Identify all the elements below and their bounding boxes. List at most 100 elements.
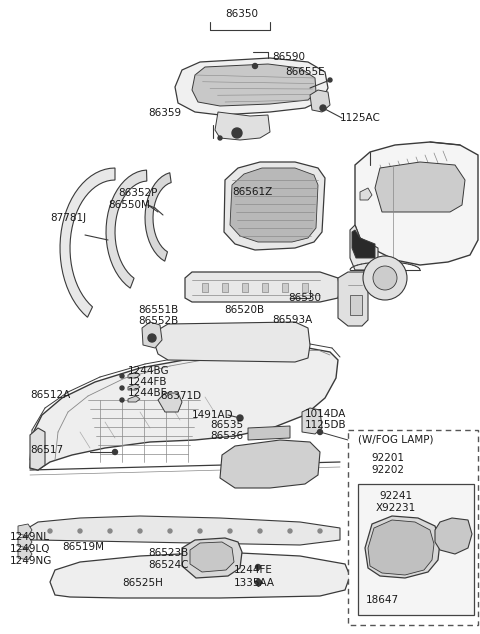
Polygon shape xyxy=(18,536,32,548)
Text: 1125DB: 1125DB xyxy=(305,420,347,430)
Text: 1014DA: 1014DA xyxy=(305,409,347,419)
Text: 1244FB: 1244FB xyxy=(128,377,168,387)
Polygon shape xyxy=(302,408,322,434)
Text: 1335AA: 1335AA xyxy=(234,578,275,588)
Polygon shape xyxy=(215,112,270,140)
Circle shape xyxy=(318,529,322,533)
Circle shape xyxy=(112,450,118,455)
Circle shape xyxy=(448,531,456,539)
Circle shape xyxy=(328,78,332,82)
Text: 86520B: 86520B xyxy=(224,305,264,315)
Text: 1244FE: 1244FE xyxy=(234,565,273,575)
Text: 86590: 86590 xyxy=(272,52,305,62)
Text: 86551B: 86551B xyxy=(138,305,178,315)
Text: 86519M: 86519M xyxy=(62,542,104,552)
Circle shape xyxy=(168,529,172,533)
Polygon shape xyxy=(368,520,434,575)
Circle shape xyxy=(412,575,418,581)
FancyBboxPatch shape xyxy=(348,430,478,625)
Text: 86561Z: 86561Z xyxy=(232,187,272,197)
Circle shape xyxy=(120,374,124,378)
Text: 1125AC: 1125AC xyxy=(340,113,381,123)
Circle shape xyxy=(258,529,262,533)
Text: 86550M: 86550M xyxy=(108,200,150,210)
Polygon shape xyxy=(350,225,378,270)
Polygon shape xyxy=(185,272,340,302)
Text: (W/FOG LAMP): (W/FOG LAMP) xyxy=(358,435,433,445)
Polygon shape xyxy=(360,188,372,200)
Polygon shape xyxy=(60,168,115,317)
Polygon shape xyxy=(18,524,32,536)
Circle shape xyxy=(218,136,222,140)
Polygon shape xyxy=(365,516,440,578)
Text: 1244BF: 1244BF xyxy=(128,388,168,398)
Polygon shape xyxy=(128,372,140,378)
Polygon shape xyxy=(106,170,147,288)
Polygon shape xyxy=(435,518,472,554)
Circle shape xyxy=(237,415,243,421)
Bar xyxy=(222,283,228,292)
Polygon shape xyxy=(352,230,375,258)
Text: 1249NG: 1249NG xyxy=(10,556,52,566)
Polygon shape xyxy=(338,272,368,326)
Circle shape xyxy=(120,386,124,390)
Circle shape xyxy=(317,429,323,434)
Circle shape xyxy=(48,529,52,533)
Polygon shape xyxy=(155,322,310,362)
Bar xyxy=(242,283,248,292)
Text: 86517: 86517 xyxy=(30,445,63,455)
Polygon shape xyxy=(375,162,465,212)
Polygon shape xyxy=(18,548,32,560)
Polygon shape xyxy=(310,90,330,112)
Polygon shape xyxy=(50,552,350,598)
Polygon shape xyxy=(30,348,338,470)
Text: 86524C: 86524C xyxy=(148,560,189,570)
Polygon shape xyxy=(158,393,182,412)
Polygon shape xyxy=(145,172,171,261)
Polygon shape xyxy=(224,162,325,250)
Circle shape xyxy=(148,334,156,342)
Polygon shape xyxy=(220,440,320,488)
Text: 18647: 18647 xyxy=(365,595,398,605)
Polygon shape xyxy=(350,295,362,315)
Text: 86371D: 86371D xyxy=(160,391,201,401)
Polygon shape xyxy=(28,516,340,545)
Polygon shape xyxy=(30,428,45,470)
Circle shape xyxy=(363,256,407,300)
Polygon shape xyxy=(142,322,162,348)
Text: 86350: 86350 xyxy=(226,9,259,19)
Text: 86552B: 86552B xyxy=(138,316,178,326)
Bar xyxy=(202,283,208,292)
Bar xyxy=(282,283,288,292)
Polygon shape xyxy=(355,142,478,265)
Text: 86655E: 86655E xyxy=(285,67,324,77)
Bar xyxy=(302,283,308,292)
Text: 86535: 86535 xyxy=(210,420,243,430)
Circle shape xyxy=(78,529,82,533)
Circle shape xyxy=(198,529,202,533)
Text: 86359: 86359 xyxy=(148,108,181,118)
Polygon shape xyxy=(182,538,242,578)
Circle shape xyxy=(255,564,261,569)
Polygon shape xyxy=(175,58,328,115)
Text: 86593A: 86593A xyxy=(272,315,312,325)
Text: 86512A: 86512A xyxy=(30,390,70,400)
Text: 86530: 86530 xyxy=(288,293,321,303)
Text: 86523B: 86523B xyxy=(148,548,188,558)
Text: 86525H: 86525H xyxy=(122,578,163,588)
Text: 1491AD: 1491AD xyxy=(192,410,234,420)
Text: 86352P: 86352P xyxy=(118,188,157,198)
FancyBboxPatch shape xyxy=(358,484,474,615)
Polygon shape xyxy=(190,542,234,572)
Bar xyxy=(262,283,268,292)
Circle shape xyxy=(320,105,326,111)
Circle shape xyxy=(138,529,142,533)
Polygon shape xyxy=(128,396,140,402)
Circle shape xyxy=(108,529,112,533)
Circle shape xyxy=(252,63,257,68)
Text: 1249LQ: 1249LQ xyxy=(10,544,50,554)
Circle shape xyxy=(232,128,242,138)
Text: 1249NL: 1249NL xyxy=(10,532,50,542)
Circle shape xyxy=(120,398,124,402)
Polygon shape xyxy=(248,426,290,440)
